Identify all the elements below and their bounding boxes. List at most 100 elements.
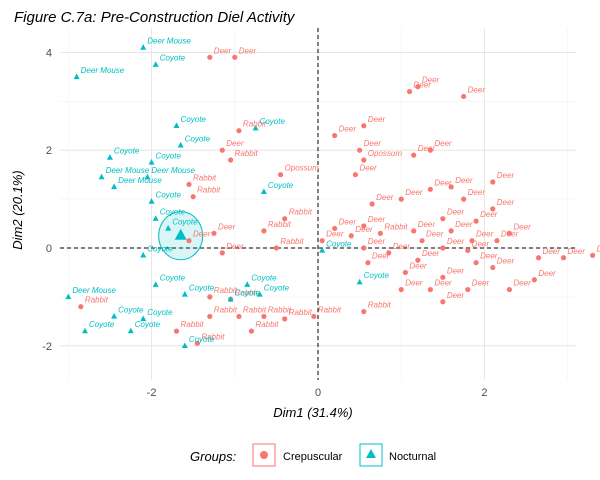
data-point: [78, 304, 84, 310]
data-point: [448, 228, 454, 234]
point-label: Coyote: [189, 335, 215, 344]
point-label: Deer: [455, 176, 473, 185]
data-point: [173, 328, 180, 334]
data-point: [406, 88, 413, 95]
data-point: [356, 278, 363, 285]
point-label: Deer: [468, 188, 486, 197]
data-points: [65, 44, 596, 348]
point-label: Deer: [538, 269, 556, 278]
point-label: Rabbit: [289, 308, 313, 317]
data-point: [402, 269, 408, 276]
data-point: [111, 313, 118, 319]
point-label: Coyote: [156, 191, 182, 200]
data-point: [352, 172, 359, 178]
centroid-nocturnal: [174, 228, 187, 240]
data-point: [531, 277, 537, 283]
point-label: Coyote: [172, 217, 198, 226]
point-label: Deer: [393, 242, 411, 251]
point-label: Deer: [418, 144, 436, 153]
data-point: [186, 238, 192, 244]
data-point: [190, 194, 196, 200]
point-label: Deer: [414, 81, 432, 90]
data-point: [219, 147, 225, 153]
point-label: Deer Mouse: [151, 166, 195, 175]
point-label: Deer: [422, 76, 440, 85]
point-label: Rabbit: [384, 222, 408, 231]
data-point: [465, 247, 471, 254]
point-label: Deer: [422, 249, 440, 258]
data-point: [473, 260, 479, 266]
y-tick-labels: -2 0 2 4: [42, 47, 52, 352]
point-label: Coyote: [189, 283, 215, 292]
point-label: Rabbit: [268, 220, 292, 229]
data-point: [461, 93, 467, 100]
data-point: [469, 238, 475, 244]
data-point: [348, 233, 354, 239]
data-point: [448, 184, 454, 190]
legend-title: Groups:: [190, 449, 237, 464]
point-label: Deer: [447, 266, 465, 275]
point-label: Deer: [447, 237, 465, 246]
point-label: Rabbit: [318, 305, 342, 314]
point-label: Deer Mouse: [72, 286, 116, 295]
point-label: Deer: [434, 178, 452, 187]
data-point: [273, 245, 279, 251]
data-point: [140, 44, 147, 50]
point-label: Deer: [447, 208, 465, 217]
point-label: Deer: [497, 257, 515, 266]
data-point: [440, 274, 446, 280]
point-label: Deer Mouse: [118, 176, 162, 185]
legend-label-nocturnal: Nocturnal: [389, 451, 436, 463]
data-point: [357, 147, 363, 153]
data-point: [148, 159, 155, 165]
legend-label-crepuscular: Crepuscular: [283, 451, 343, 463]
point-label: Deer: [513, 222, 531, 231]
point-label: Deer: [543, 247, 561, 256]
point-label: Deer: [418, 220, 436, 229]
data-point: [427, 286, 433, 293]
point-label: Deer: [368, 237, 386, 246]
point-label: Coyote: [160, 54, 186, 63]
point-label: Opossum: [368, 149, 403, 158]
point-label: Deer: [434, 279, 452, 288]
point-label: Coyote: [251, 274, 277, 283]
data-point: [211, 230, 217, 236]
point-label: Deer: [426, 230, 444, 239]
point-label: Rabbit: [197, 186, 221, 195]
point-label: Rabbit: [280, 237, 304, 246]
data-point: [490, 264, 496, 271]
point-label: Rabbit: [243, 120, 267, 129]
data-point: [490, 206, 496, 212]
point-label: Coyote: [147, 244, 173, 253]
point-label: Rabbit: [193, 173, 217, 182]
point-label: Coyote: [260, 117, 286, 126]
data-point: [165, 225, 172, 231]
point-label: Deer: [193, 230, 211, 239]
data-point: [260, 188, 267, 194]
data-point: [473, 218, 479, 224]
data-point: [232, 54, 238, 60]
data-point: [106, 154, 113, 160]
chart-title: Figure C.7a: Pre-Construction Diel Activ…: [14, 9, 296, 26]
point-label: Deer: [480, 210, 498, 219]
x-tick-label: 2: [481, 387, 487, 399]
data-point: [81, 327, 88, 334]
point-label: Deer Mouse: [147, 37, 191, 46]
point-label: Deer: [455, 220, 473, 229]
x-tick-label: -2: [147, 387, 157, 399]
y-axis-title: Dim2 (20.1%): [10, 170, 25, 249]
data-point: [181, 342, 188, 348]
data-point: [361, 308, 367, 315]
point-label: Coyote: [268, 181, 294, 190]
point-label: Deer: [501, 230, 519, 239]
x-axis-title: Dim1 (31.4%): [273, 405, 352, 420]
point-label: Deer: [326, 230, 344, 239]
y-tick-label: 0: [46, 243, 52, 255]
point-label: Rabbit: [214, 305, 238, 314]
data-point: [256, 291, 263, 297]
point-label: Deer: [339, 217, 357, 226]
data-point: [365, 260, 371, 266]
point-label: Deer: [214, 46, 232, 55]
data-point: [144, 173, 151, 180]
data-point: [127, 327, 134, 334]
